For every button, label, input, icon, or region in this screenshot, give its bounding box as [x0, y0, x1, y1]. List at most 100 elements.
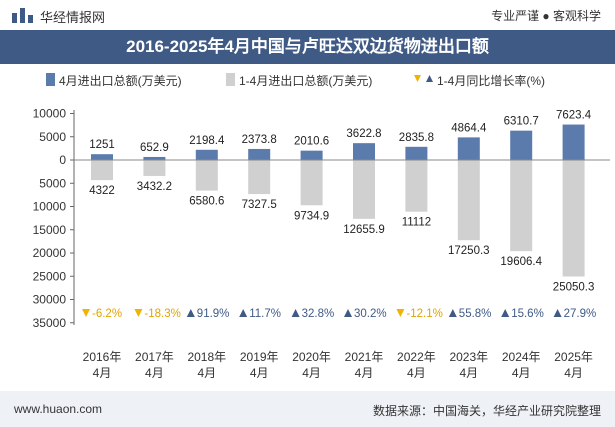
- x-tick-label-month: 4月: [250, 366, 269, 380]
- growth-up-marker: [344, 309, 352, 317]
- bar-cumulative-label: 9734.9: [294, 210, 329, 222]
- growth-down-marker: [396, 309, 405, 317]
- x-tick-label-month: 4月: [197, 366, 216, 380]
- tagline: 专业严谨 ● 客观科学: [491, 9, 601, 23]
- x-tick-label-year: 2020年: [292, 350, 331, 364]
- y-axis: 10000 5000 0 5000 10000 15000 20000 25000 30000 3…: [33, 107, 75, 330]
- growth-down-marker: [134, 309, 143, 317]
- website-link[interactable]: www.huaon.com: [14, 402, 103, 416]
- x-tick-label-year: 2018年: [187, 350, 226, 364]
- top-bar: 华经情报网 专业严谨 ● 客观科学: [0, 0, 615, 30]
- title-bar: 2016-2025年4月中国与卢旺达双边货物进出口额: [0, 30, 615, 64]
- growth-label: -6.2%: [92, 308, 122, 320]
- y-tick-label: 5000: [39, 176, 66, 190]
- x-tick-label-month: 4月: [93, 366, 112, 380]
- growth-label: 55.8%: [459, 308, 492, 320]
- bar-cumulative: [248, 160, 271, 195]
- x-tick-label-month: 4月: [564, 366, 583, 380]
- chart-title: 2016-2025年4月中国与卢旺达双边货物进出口额: [126, 37, 489, 56]
- bar-monthly-label: 652.9: [140, 142, 169, 154]
- bar-cumulative: [300, 160, 323, 206]
- y-tick-label: 10000: [33, 200, 67, 214]
- bar-monthly-label: 7623.4: [556, 110, 592, 122]
- growth-up-marker: [186, 309, 195, 317]
- y-tick-label: 35000: [33, 316, 67, 330]
- growth-label: 30.2%: [354, 308, 387, 320]
- legend-label-monthly: 4月进出口总额(万美元): [59, 74, 182, 88]
- bar-monthly-label: 6310.7: [504, 116, 539, 128]
- bar-monthly: [248, 148, 271, 160]
- growth-up-marker: [553, 309, 562, 317]
- growth-up-marker: [448, 309, 457, 317]
- bar-monthly: [91, 154, 113, 160]
- x-tick-label-month: 4月: [145, 366, 164, 380]
- growth-labels: -6.2% -18.3% 91.9% 11.7% 32.8% 30.2% -12.1% 55.…: [82, 308, 596, 320]
- bar-cumulative-label: 12655.9: [343, 224, 385, 236]
- legend-marker-down: [414, 75, 421, 82]
- legend: 4月进出口总额(万美元) 1-4月进出口总额(万美元) 1-4月同比增长率(%): [46, 73, 545, 88]
- x-tick-label-month: 4月: [512, 366, 531, 380]
- bar-cumulative-label: 4322: [89, 185, 115, 197]
- y-tick-label: 15000: [33, 223, 67, 237]
- x-tick-label-year: 2022年: [397, 350, 436, 364]
- bar-cumulative: [91, 160, 113, 181]
- x-tick-label-year: 2024年: [502, 350, 541, 364]
- bar-monthly: [457, 137, 480, 160]
- bar-monthly: [143, 156, 166, 160]
- bar-cumulative: [143, 160, 166, 176]
- bar-cumulative: [195, 160, 218, 191]
- bar-cumulative-label: 25050.3: [553, 281, 595, 293]
- x-axis: 2016年 4月 2017年 4月 2018年 4月 2019年 4月 2020年 4月 2021年…: [74, 159, 610, 380]
- y-tick-label: 25000: [33, 269, 67, 283]
- bar-cumulative: [562, 160, 585, 277]
- bars: 1251 4322 652.9 3432.2 2198.4 6580.6 2373.8 732…: [89, 110, 594, 294]
- growth-label: 27.9%: [564, 308, 597, 320]
- x-tick-label-month: 4月: [459, 366, 478, 380]
- growth-up-marker: [291, 309, 300, 317]
- x-tick-label-year: 2025年: [554, 350, 593, 364]
- growth-up-marker: [239, 309, 248, 317]
- bar-cumulative-label: 17250.3: [448, 245, 490, 257]
- bar-monthly: [353, 143, 375, 160]
- legend-swatch-monthly: [46, 73, 55, 86]
- bar-cumulative-label: 6580.6: [189, 196, 224, 208]
- growth-up-marker: [501, 309, 510, 317]
- x-tick-label-year: 2019年: [240, 350, 279, 364]
- growth-label: 11.7%: [249, 308, 281, 320]
- x-tick-label-year: 2021年: [345, 350, 384, 364]
- bar-monthly: [562, 124, 585, 160]
- bar-cumulative: [510, 160, 533, 252]
- bar-cumulative-label: 7327.5: [242, 199, 277, 211]
- bar-cumulative: [353, 160, 375, 219]
- growth-label: -12.1%: [406, 308, 442, 320]
- bar-monthly-label: 2010.6: [294, 136, 329, 148]
- x-tick-label-month: 4月: [302, 366, 321, 380]
- x-tick-label-year: 2016年: [83, 350, 122, 364]
- data-source: 数据来源：中国海关，华经产业研究院整理: [372, 404, 601, 418]
- bar-monthly-label: 4864.4: [451, 122, 487, 134]
- bar-cumulative-label: 19606.4: [500, 256, 542, 268]
- bar-monthly-label: 3622.8: [346, 128, 381, 140]
- x-tick-label-year: 2023年: [449, 350, 488, 364]
- y-tick-label: 10000: [33, 107, 67, 121]
- bar-monthly: [510, 130, 533, 160]
- bar-cumulative: [457, 160, 480, 241]
- legend-marker-up: [426, 75, 433, 82]
- x-tick-label-year: 2017年: [135, 350, 174, 364]
- bar-monthly: [195, 149, 218, 160]
- footer: www.huaon.com 数据来源：中国海关，华经产业研究院整理: [0, 391, 615, 427]
- y-tick-label: 20000: [33, 246, 67, 260]
- y-tick-label: 30000: [33, 293, 67, 307]
- legend-label-growth: 1-4月同比增长率(%): [437, 73, 545, 88]
- growth-label: 91.9%: [197, 308, 230, 320]
- x-tick-label-month: 4月: [355, 366, 374, 380]
- bar-cumulative-label: 3432.2: [137, 181, 172, 193]
- bar-cumulative-label: 11112: [402, 217, 431, 229]
- brand-name: 华经情报网: [40, 10, 106, 25]
- bar-monthly: [405, 146, 428, 160]
- bar-monthly-label: 2198.4: [189, 135, 225, 147]
- chart: 4月进出口总额(万美元) 1-4月进出口总额(万美元) 1-4月同比增长率(%) 1…: [33, 73, 610, 380]
- bar-monthly-label: 2835.8: [399, 132, 434, 144]
- bar-monthly-label: 1251: [89, 139, 115, 151]
- growth-label: 32.8%: [302, 308, 335, 320]
